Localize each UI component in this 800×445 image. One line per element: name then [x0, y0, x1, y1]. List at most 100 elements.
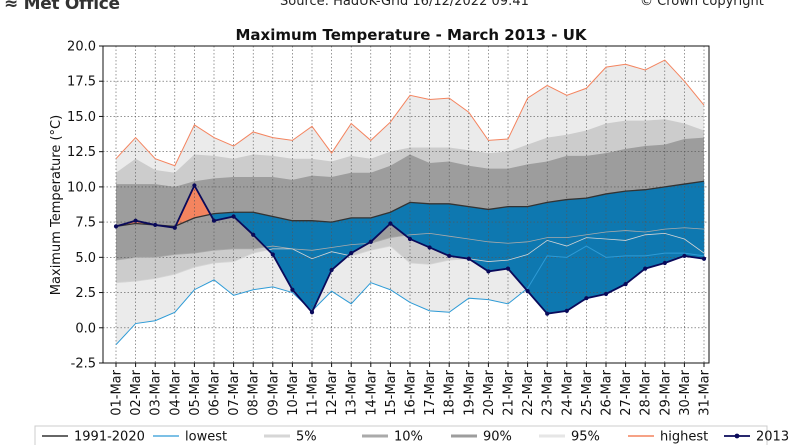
x-tick-label: 24-Mar [560, 369, 575, 415]
anomaly-segment [448, 203, 470, 260]
x-tick-label: 15-Mar [384, 369, 399, 415]
x-tick-label: 26-Mar [600, 369, 615, 415]
source-text: Source: HadUK-Grid 16/12/2022 09:41 [280, 0, 529, 9]
x-tick-label: 07-Mar [227, 369, 242, 415]
x-tick-label: 16-Mar [404, 369, 419, 415]
point-2013 [113, 224, 119, 229]
anomaly-segment [664, 183, 685, 264]
point-2013 [466, 256, 471, 261]
legend-label: 1991-2020 [74, 430, 145, 445]
x-tick-label: 12-Mar [325, 369, 340, 415]
x-tick-label: 18-Mar [443, 369, 458, 415]
anomaly-segment [605, 190, 626, 295]
point-2013 [505, 266, 511, 271]
x-axis-ticks: 01-Mar 02-Mar 03-Mar 04-Mar 05-Mar 06-Mar 07-M… [110, 363, 713, 416]
plot-frame [102, 45, 710, 364]
series-line-lowest [115, 245, 705, 346]
point-2013 [231, 214, 236, 219]
legend: 1991-2020 lowest 5% 10% 90% 95% highest 2013 [34, 425, 789, 445]
anomaly-segment [566, 197, 587, 312]
y-tick-label: 12.5 [67, 145, 96, 160]
legend-label: 10% [394, 430, 423, 445]
point-2013 [545, 311, 550, 316]
x-tick-label: 22-Mar [521, 369, 536, 415]
x-tick-label: 25-Mar [580, 369, 595, 415]
x-tick-label: 21-Mar [502, 369, 517, 415]
y-tick-label: 17.5 [67, 75, 96, 90]
y-tick-label: 20.0 [67, 40, 96, 55]
x-tick-label: 03-Mar [149, 369, 164, 415]
x-tick-label: 28-Mar [639, 369, 654, 415]
x-tick-label: 05-Mar [188, 369, 203, 415]
point-2013 [662, 260, 667, 266]
x-tick-label: 09-Mar [266, 369, 281, 415]
x-tick-label: 11-Mar [306, 369, 321, 415]
point-2013 [270, 252, 275, 257]
x-tick-label: 29-Mar [658, 369, 673, 415]
x-tick-label: 20-Mar [482, 369, 497, 415]
legend-frame [34, 425, 768, 445]
legend-label: 95% [571, 430, 600, 445]
point-2013 [349, 251, 354, 256]
x-tick-label: 10-Mar [286, 369, 301, 415]
point-2013 [368, 239, 373, 244]
x-tick-label: 31-Mar [698, 369, 713, 415]
anomaly-segment [292, 220, 313, 313]
anomaly-segment [684, 180, 705, 260]
x-tick-label: 06-Mar [208, 369, 223, 415]
point-2013 [192, 183, 197, 188]
x-tick-label: 04-Mar [168, 369, 183, 415]
legend-label: 2013 [756, 430, 789, 445]
point-2013 [447, 253, 452, 259]
point-2013 [211, 218, 217, 223]
chart-title: Maximum Temperature - March 2013 - UK [235, 26, 587, 44]
y-tick-label: 15.0 [67, 110, 96, 125]
point-2013 [486, 269, 491, 274]
y-axis-ticks: -2.5 0.0 2.5 5.0 7.5 10.0 12.5 15.0 17.5 20.0 [67, 40, 103, 372]
legend-label: highest [660, 430, 708, 445]
x-tick-label: 13-Mar [345, 369, 360, 415]
y-tick-label: 7.5 [75, 216, 96, 231]
x-tick-label: 27-Mar [619, 369, 634, 415]
point-2013 [290, 287, 295, 292]
point-2013 [388, 221, 393, 226]
x-tick-label: 23-Mar [541, 369, 556, 415]
series-lines [113, 59, 707, 346]
y-tick-label: 10.0 [67, 180, 96, 195]
legend-marker [734, 433, 740, 439]
met-office-logo: ≈ Met Office [4, 0, 120, 14]
x-tick-label: 01-Mar [110, 369, 125, 415]
series-line-5pct [115, 232, 705, 284]
series-line-highest [115, 59, 705, 167]
point-2013 [584, 296, 589, 301]
point-2013 [603, 291, 609, 297]
x-tick-label: 30-Mar [678, 369, 693, 415]
x-tick-label: 08-Mar [247, 369, 262, 415]
point-2013 [329, 267, 334, 273]
point-2013 [682, 253, 687, 259]
logo-text: Met Office [23, 0, 120, 14]
point-2013 [643, 266, 648, 271]
y-tick-label: -2.5 [71, 357, 96, 372]
crown-logo-icon: ≈ [4, 0, 18, 14]
x-tick-label: 17-Mar [423, 369, 438, 415]
x-tick-label: 19-Mar [462, 369, 477, 415]
x-tick-label: 14-Mar [364, 369, 379, 415]
point-2013 [407, 236, 413, 242]
anomaly-segment [644, 186, 666, 269]
point-2013 [133, 218, 138, 223]
y-tick-label: 0.0 [75, 321, 96, 336]
legend-label: 90% [483, 430, 512, 445]
point-2013 [564, 308, 569, 313]
anomaly-segment [527, 202, 548, 315]
point-2013 [623, 282, 628, 287]
point-2013 [309, 310, 315, 315]
y-tick-label: 5.0 [75, 251, 96, 266]
y-tick-label: 2.5 [75, 286, 96, 301]
point-2013 [153, 222, 158, 228]
copyright-text: © Crown copyright [640, 0, 764, 9]
point-2013 [251, 232, 256, 237]
x-tick-label: 02-Mar [129, 369, 144, 415]
point-2013 [427, 245, 432, 250]
